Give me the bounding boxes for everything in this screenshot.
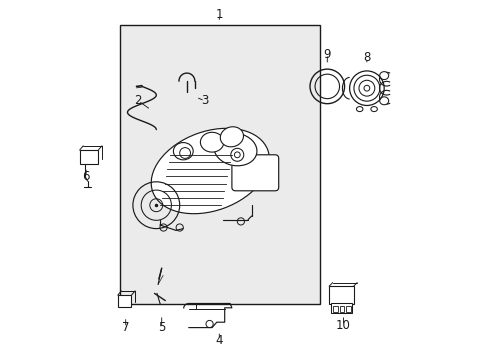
Bar (120, 25, 320, 304)
Ellipse shape (379, 97, 388, 105)
Bar (330, 303, 351, 313)
Bar (118, 295, 131, 307)
Ellipse shape (214, 133, 256, 166)
Text: 5: 5 (158, 321, 165, 334)
Text: 10: 10 (335, 319, 350, 332)
Text: 7: 7 (122, 321, 129, 334)
Text: 3: 3 (201, 94, 208, 107)
Bar (328, 286, 353, 304)
Text: 4: 4 (215, 334, 223, 347)
Ellipse shape (220, 127, 243, 147)
Text: 1: 1 (215, 8, 223, 21)
Text: 9: 9 (323, 48, 330, 60)
Ellipse shape (379, 72, 388, 80)
Ellipse shape (173, 143, 193, 160)
Ellipse shape (151, 128, 269, 214)
Text: 2: 2 (134, 94, 142, 107)
Ellipse shape (200, 132, 224, 152)
FancyBboxPatch shape (231, 155, 278, 191)
Text: 6: 6 (82, 170, 90, 183)
Text: 8: 8 (363, 51, 370, 64)
Ellipse shape (356, 107, 362, 112)
Bar (339, 306, 344, 312)
Ellipse shape (370, 107, 377, 112)
Bar (80, 150, 98, 164)
Bar (333, 306, 337, 312)
Bar (346, 306, 350, 312)
